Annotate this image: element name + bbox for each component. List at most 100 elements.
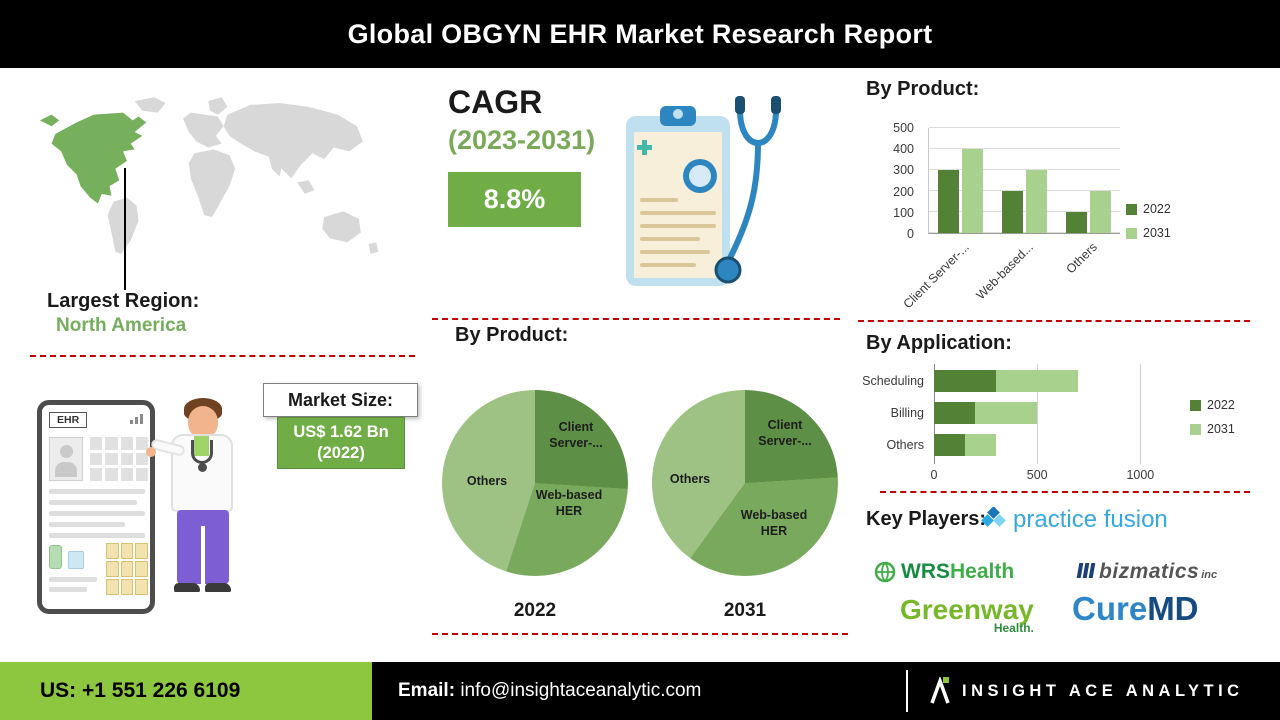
stethoscope-icon xyxy=(191,440,213,464)
doctor-illustration: EHR xyxy=(35,390,250,622)
doctor-figure xyxy=(174,583,200,592)
wrs-health-logo: WRSHealth xyxy=(874,560,1014,584)
gridline xyxy=(929,211,1120,212)
medicine-bottle-icon xyxy=(49,545,62,569)
row-label: Billing xyxy=(890,406,924,420)
legend-swatch xyxy=(1190,399,1201,411)
application-section-title: By Application: xyxy=(866,332,1012,354)
gridline xyxy=(929,148,1120,149)
legend-item: 2022 xyxy=(1126,202,1171,216)
brand-part: fusion xyxy=(1103,506,1168,533)
brand-part: practice xyxy=(1013,506,1098,533)
ehr-tablet-illustration: EHR xyxy=(37,400,155,614)
bar-segment-2031 xyxy=(995,370,1079,392)
product-bar-xlabels: Client Server-... Web-based... Others xyxy=(901,240,1120,320)
bar-row xyxy=(934,434,1161,456)
y-tick-label: 100 xyxy=(893,205,914,220)
checklist-grid xyxy=(106,543,148,595)
bar-segment-2022 xyxy=(934,370,996,392)
region-asia xyxy=(223,103,363,179)
pie-chart-2031: Client Server-... Web-based HER Others xyxy=(652,390,838,576)
email-address: info@insightaceanalytic.com xyxy=(460,680,702,701)
y-tick-label: 500 xyxy=(893,121,914,135)
brand-part: inc xyxy=(1201,569,1218,581)
curemd-logo: CureMD xyxy=(1072,590,1199,628)
brand-part: Greenway xyxy=(900,594,1034,625)
bars-icon xyxy=(1076,563,1096,578)
y-tick-label: 300 xyxy=(893,163,914,178)
largest-region-value: North America xyxy=(56,315,187,336)
stethoscope-icon xyxy=(198,463,207,472)
cagr-period: (2023-2031) xyxy=(448,125,596,155)
record-line xyxy=(49,577,97,582)
legend-item: 2022 xyxy=(1190,398,1235,412)
pie-label-client-server: Client Server-... xyxy=(549,420,603,450)
bar-group xyxy=(993,128,1057,233)
dashed-divider xyxy=(432,633,848,635)
bar-group xyxy=(1056,128,1120,233)
region-north-america-highlight xyxy=(51,112,147,204)
globe-icon xyxy=(874,561,896,583)
note-icon xyxy=(68,551,84,569)
gridline xyxy=(929,232,1120,233)
map-pointer-line xyxy=(124,168,126,290)
greenway-health-logo: Greenway Health. xyxy=(900,594,1034,635)
region-south-america xyxy=(107,197,139,254)
region-india xyxy=(268,153,284,177)
legend-label: 2031 xyxy=(1207,422,1235,436)
footer-bar: US: +1 551 226 6109 Email: info@insighta… xyxy=(0,662,1280,720)
market-size-label-box: Market Size: xyxy=(263,383,418,417)
legend-item: 2031 xyxy=(1190,422,1235,436)
region-se-asia xyxy=(297,180,315,194)
email-label: Email: xyxy=(398,680,456,701)
record-line xyxy=(49,511,145,516)
x-tick-label: 1000 xyxy=(1126,468,1155,482)
product-bar-chart: 0 100 200 300 400 500 Client Server-... Web-ba… xyxy=(866,104,1250,322)
record-line xyxy=(49,522,125,527)
bar-2031 xyxy=(1026,170,1047,233)
pie-section-title: By Product: xyxy=(455,324,569,346)
row-label: Others xyxy=(886,438,924,452)
gridline xyxy=(929,190,1120,191)
region-scandinavia xyxy=(208,97,228,115)
cagr-value-badge: 8.8% xyxy=(448,172,581,227)
insight-ace-logo-icon xyxy=(930,677,950,704)
practice-fusion-name: practice fusion xyxy=(1013,506,1168,534)
report-title: Global OBGYN EHR Market Research Report xyxy=(347,18,933,49)
bar-group xyxy=(929,128,993,233)
phone-number: +1 551 226 6109 xyxy=(82,679,241,702)
bar-2022 xyxy=(938,170,960,233)
world-map xyxy=(39,97,379,254)
brand-part: Health. xyxy=(993,621,1034,635)
doctor-figure xyxy=(177,510,229,584)
application-bar-labels: Scheduling Billing Others xyxy=(862,370,928,456)
phone-banner: US: +1 551 226 6109 xyxy=(0,662,372,720)
y-tick-label: 0 xyxy=(907,227,914,241)
brand-part: Cure xyxy=(1072,590,1148,627)
footer-divider xyxy=(906,670,908,712)
application-bar-plot xyxy=(934,364,1161,464)
signal-icon xyxy=(130,414,143,424)
data-grid-placeholder xyxy=(90,437,148,481)
bar-segment-2022 xyxy=(934,434,965,456)
pie-label-others: Others xyxy=(669,472,711,486)
bar-2031 xyxy=(962,149,984,233)
application-bar-legend: 2022 2031 xyxy=(1190,398,1235,446)
legend-swatch xyxy=(1126,203,1137,215)
bar-2031 xyxy=(1089,191,1111,233)
dashed-divider xyxy=(880,491,1250,493)
gridline xyxy=(1140,364,1142,464)
pie-chart-2022: Client Server-... Web-based HER Others xyxy=(442,390,628,576)
y-tick-label: 200 xyxy=(893,184,914,199)
patient-photo-placeholder xyxy=(49,437,83,481)
bar-row xyxy=(934,370,1161,392)
region-europe xyxy=(183,112,224,148)
region-australia xyxy=(322,211,361,243)
region-alaska-highlight xyxy=(39,114,60,127)
pie-year-label-2031: 2031 xyxy=(723,600,767,621)
record-line xyxy=(49,489,145,494)
legend-label: 2031 xyxy=(1143,226,1171,240)
practice-fusion-icon xyxy=(981,507,1006,527)
phone-label: US: xyxy=(40,679,77,702)
market-size-value-box: US$ 1.62 Bn (2022) xyxy=(277,417,405,469)
